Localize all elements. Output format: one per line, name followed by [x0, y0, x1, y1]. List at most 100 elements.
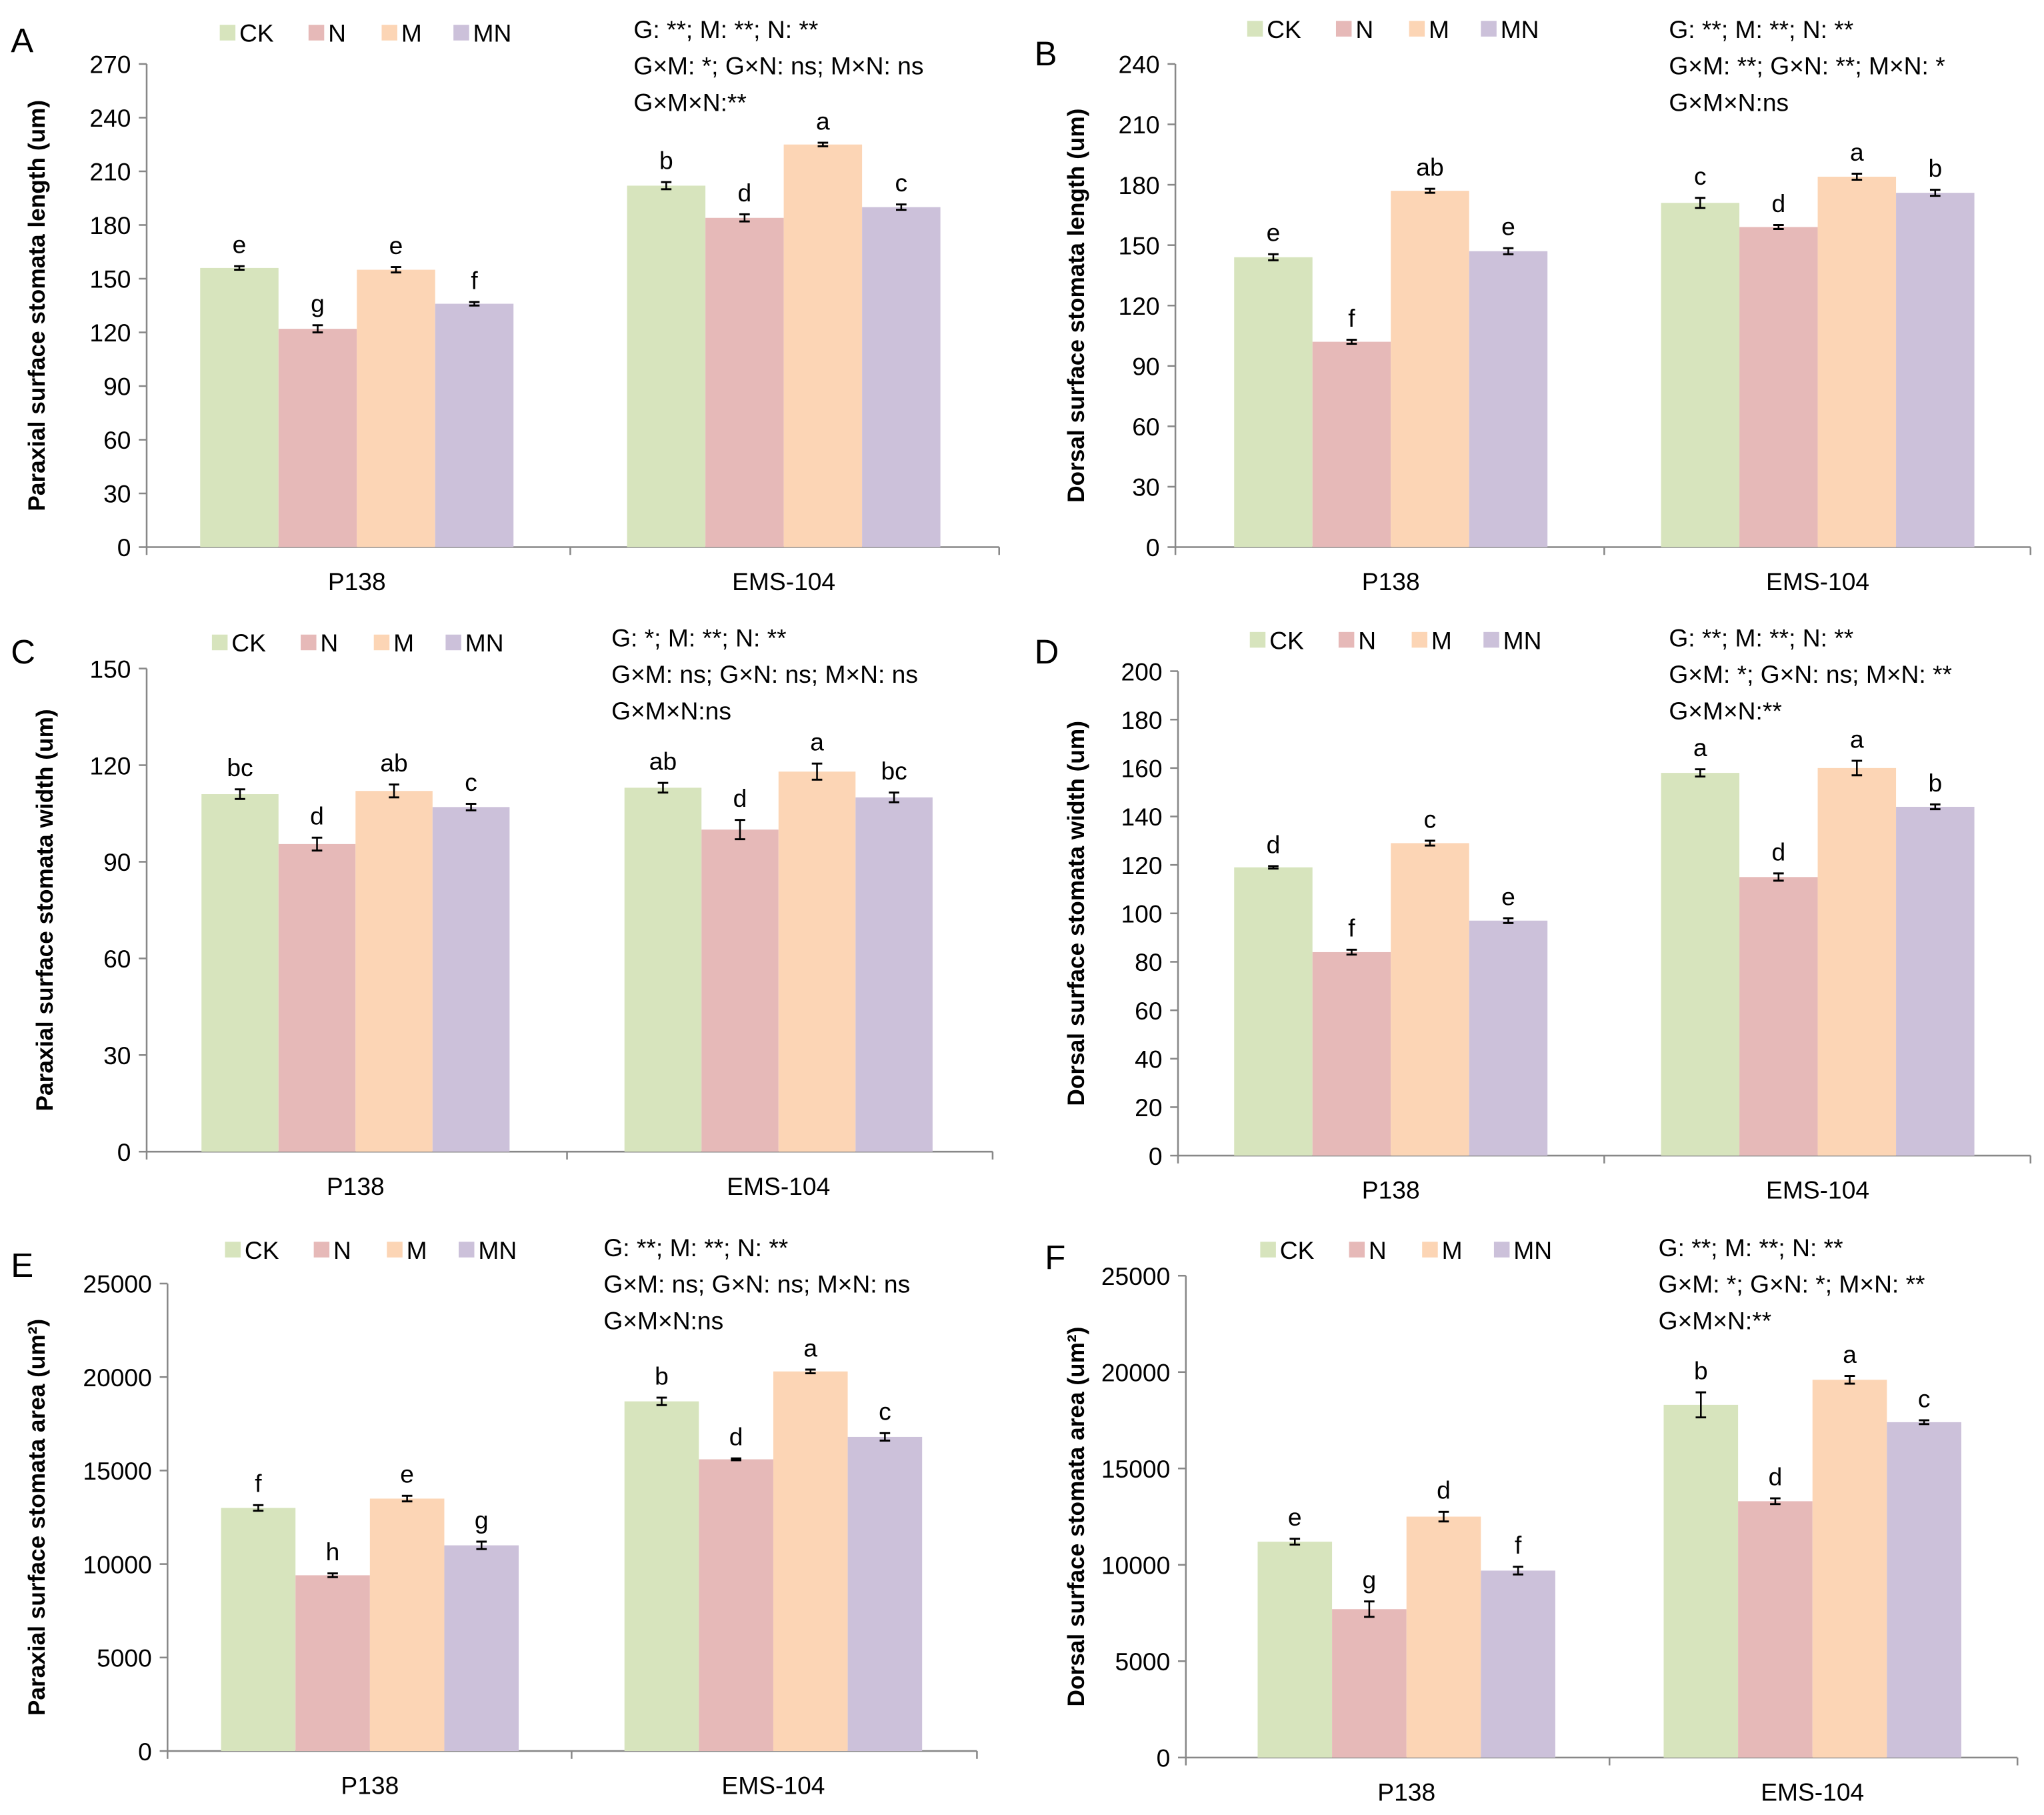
panel-e: E Paraxial surface stomata area (um²) 0 500… — [11, 1234, 978, 1800]
bar-ck-p138 — [1234, 867, 1313, 1156]
significance-letter: f — [1348, 914, 1355, 942]
legend-label: N — [1369, 1236, 1387, 1264]
y-tick-label: 160 — [1121, 755, 1162, 783]
anova-stats-line: G×M: *; G×N: ns; M×N: ns — [633, 52, 923, 80]
significance-letter: a — [1693, 733, 1707, 761]
significance-letter: e — [1267, 219, 1281, 247]
legend-label: MN — [473, 19, 512, 47]
y-tick-label: 0 — [117, 533, 131, 561]
legend-label: CK — [231, 629, 266, 657]
bar-n-p138 — [295, 1575, 370, 1752]
anova-stats-line: G×M×N:ns — [603, 1307, 723, 1335]
y-tick-label: 60 — [1132, 413, 1159, 441]
panel-c: C Paraxial surface stomata width (um) 0 30 6… — [11, 623, 994, 1200]
legend-label: MN — [1513, 1236, 1552, 1264]
bar-m-ems-104 — [773, 1371, 848, 1752]
y-tick-label: 0 — [1146, 533, 1160, 561]
y-tick-label: 0 — [117, 1138, 131, 1166]
bar-mn-ems-104 — [1896, 806, 1975, 1156]
significance-letter: ab — [649, 747, 677, 775]
anova-stats-line: G×M: ns; G×N: ns; M×N: ns — [611, 660, 918, 688]
panel-letter: C — [11, 633, 35, 671]
y-tick-label: 0 — [1157, 1744, 1171, 1772]
anova-stats-line: G×M×N:** — [1659, 1307, 1771, 1335]
x-category-label: P138 — [327, 1172, 385, 1200]
y-tick-label: 240 — [89, 104, 131, 132]
legend-swatch-n — [1338, 631, 1355, 648]
legend-label: M — [401, 19, 422, 47]
legend-label: N — [1358, 626, 1376, 654]
anova-stats-line: G×M: *; G×N: ns; M×N: ** — [1669, 660, 1952, 688]
y-tick-label: 0 — [1149, 1142, 1163, 1170]
bar-n-ems-104 — [699, 1459, 773, 1752]
bar-n-ems-104 — [1739, 227, 1818, 547]
legend-swatch-n — [313, 1242, 330, 1258]
legend-label: MN — [478, 1236, 517, 1264]
panel-b: B Dorsal surface stomata length (um) 0 30 60… — [1035, 15, 2032, 595]
significance-letter: e — [1501, 882, 1515, 910]
bar-m-ems-104 — [1812, 1380, 1887, 1758]
bar-mn-p138 — [1469, 251, 1548, 547]
y-tick-label: 120 — [1119, 292, 1160, 320]
panel-f: F Dorsal surface stomata area (um²) 0 5000 1… — [1045, 1234, 2019, 1806]
legend-swatch-m — [373, 634, 390, 651]
significance-letter: e — [400, 1460, 414, 1488]
anova-stats-line: G×M: *; G×N: *; M×N: ** — [1659, 1270, 1925, 1298]
y-tick-label: 40 — [1135, 1045, 1162, 1073]
significance-letter: d — [310, 802, 324, 830]
significance-letter: d — [1771, 837, 1785, 865]
bar-n-p138 — [278, 843, 356, 1152]
panel-d: D Dorsal surface stomata width (um) 0 20 40 6… — [1035, 623, 2032, 1204]
legend-label: M — [1429, 15, 1449, 43]
significance-letter: bc — [881, 757, 907, 785]
legend-swatch-m — [1422, 1242, 1438, 1258]
significance-letter: f — [255, 1470, 262, 1498]
y-tick-label: 25000 — [1101, 1262, 1170, 1290]
bar-ck-ems-104 — [624, 787, 702, 1152]
y-tick-label: 20 — [1135, 1094, 1162, 1122]
bar-mn-p138 — [432, 807, 510, 1152]
legend-swatch-n — [1335, 21, 1352, 37]
y-tick-label: 5000 — [97, 1644, 152, 1672]
legend-label: MN — [1503, 626, 1542, 654]
panel-a: A Paraxial surface stomata length (um) 0 30… — [11, 15, 1001, 595]
significance-letter: a — [803, 1334, 817, 1362]
anova-stats-line: G×M: **; G×N: **; M×N: * — [1669, 52, 1945, 80]
x-category-label: P138 — [341, 1772, 399, 1800]
legend-swatch-mn — [445, 634, 461, 651]
y-axis-label: Paraxial surface stomata width (um) — [32, 709, 58, 1111]
x-category-label: P138 — [1362, 567, 1420, 595]
panel-letter: D — [1035, 633, 1059, 671]
y-tick-label: 25000 — [83, 1270, 151, 1298]
legend-label: M — [407, 1236, 427, 1264]
y-tick-label: 100 — [1121, 900, 1162, 928]
legend-swatch-ck — [225, 1242, 241, 1258]
y-tick-label: 200 — [1121, 657, 1162, 685]
legend-swatch-mn — [453, 25, 469, 41]
significance-letter: a — [1850, 725, 1864, 753]
legend-label: M — [1442, 1236, 1463, 1264]
significance-letter: c — [1694, 162, 1707, 190]
bar-mn-ems-104 — [862, 207, 941, 547]
y-tick-label: 120 — [89, 319, 131, 347]
significance-letter: a — [810, 728, 824, 756]
bar-m-p138 — [1391, 843, 1469, 1156]
x-category-label: EMS-104 — [732, 567, 835, 595]
x-category-label: P138 — [1377, 1778, 1435, 1806]
y-tick-label: 180 — [1121, 706, 1162, 734]
significance-letter: b — [655, 1362, 669, 1390]
y-tick-label: 120 — [1121, 851, 1162, 879]
legend-swatch-mn — [1481, 21, 1497, 37]
significance-letter: h — [326, 1538, 340, 1566]
significance-letter: f — [1348, 304, 1355, 332]
y-tick-label: 30 — [103, 1042, 131, 1070]
y-axis-label: Dorsal surface stomata area (um²) — [1063, 1327, 1089, 1707]
bar-mn-ems-104 — [1887, 1422, 1961, 1758]
bar-mn-ems-104 — [847, 1436, 923, 1752]
significance-letter: c — [1424, 805, 1437, 833]
significance-letter: f — [471, 266, 478, 294]
anova-stats-line: G: **; M: **; N: ** — [603, 1234, 788, 1262]
y-axis-label: Paraxial surface stomata area (um²) — [24, 1319, 50, 1716]
anova-stats-line: G: **; M: **; N: ** — [633, 15, 818, 43]
significance-letter: c — [895, 169, 908, 197]
